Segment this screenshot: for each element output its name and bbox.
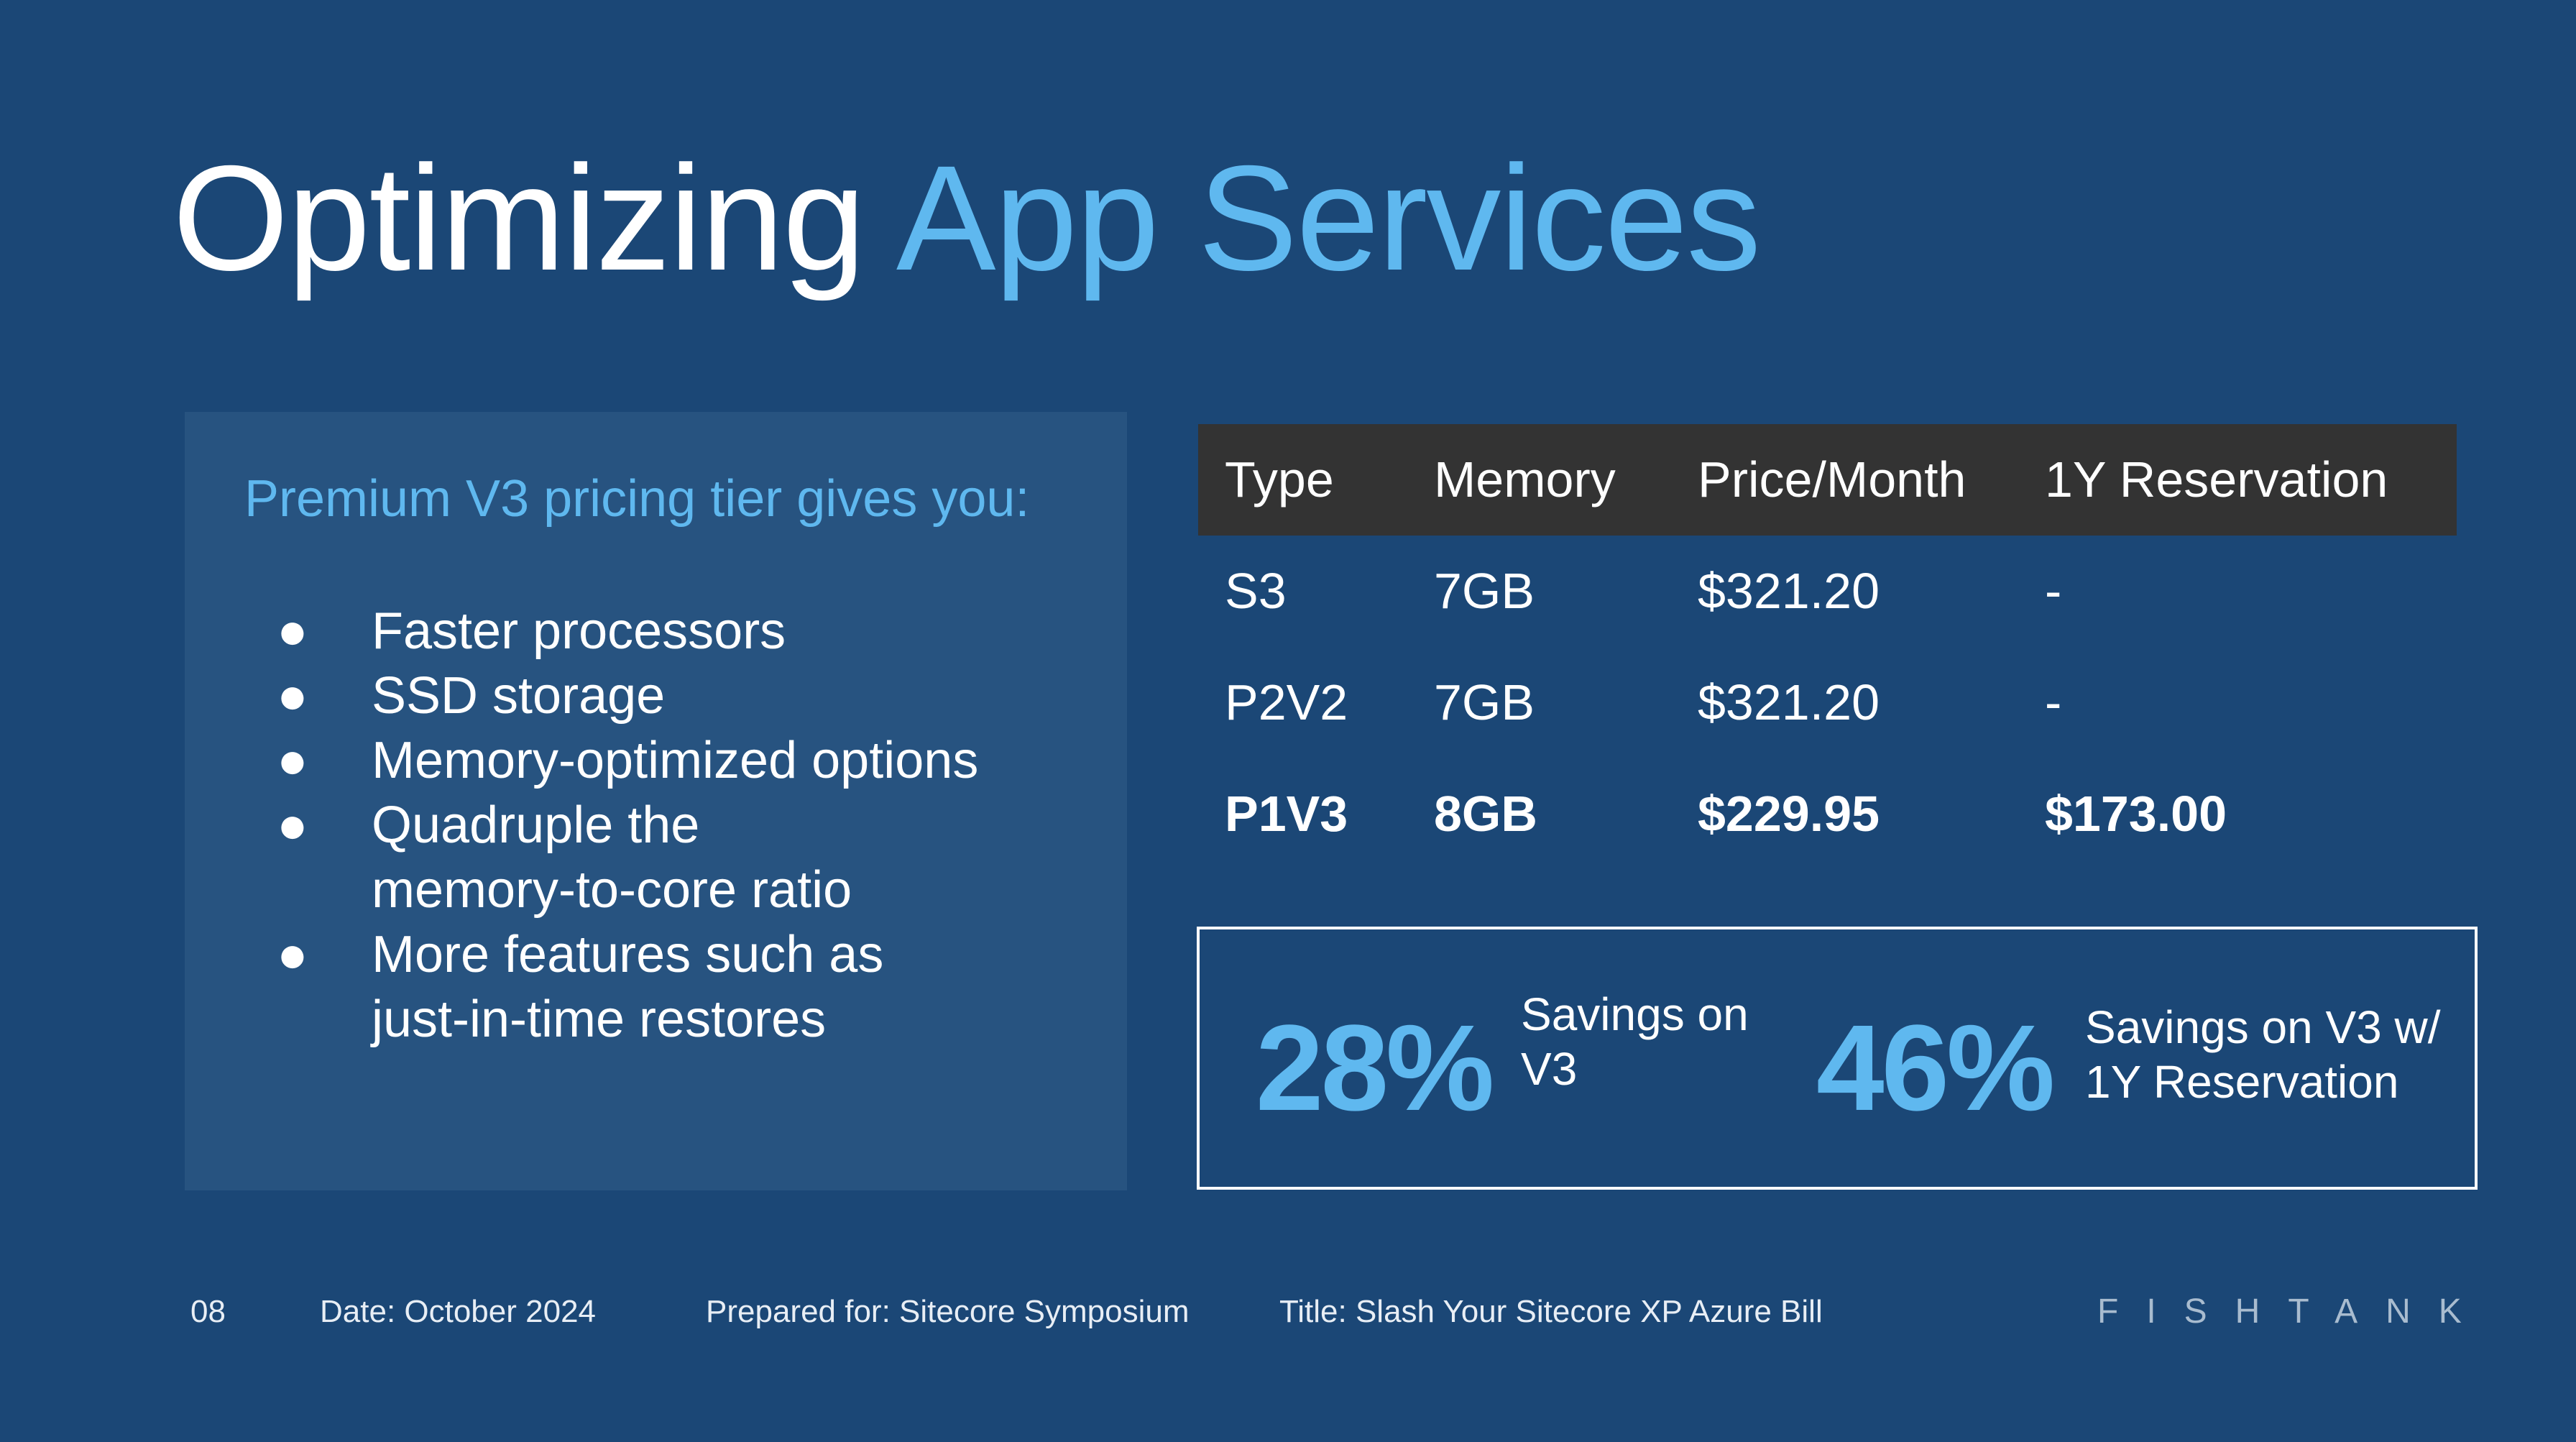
title-main: Optimizing — [172, 135, 866, 302]
bullet-icon: ● — [277, 732, 308, 789]
cell-reservation: $173.00 — [2045, 786, 2227, 842]
slide-title: Optimizing App Services — [172, 135, 1761, 302]
page-number: 08 — [190, 1294, 226, 1329]
bullet-icon: ● — [277, 667, 308, 725]
footer-date: Date: October 2024 — [320, 1294, 597, 1329]
header-memory: Memory — [1434, 451, 1616, 508]
cell-memory: 7GB — [1434, 563, 1535, 619]
table-row: S3 7GB $321.20 - — [1198, 536, 2457, 647]
list-item: ● More features such as just-in-time res… — [271, 922, 918, 1052]
list-item-text: Faster processors — [372, 602, 786, 660]
header-reservation: 1Y Reservation — [2045, 451, 2388, 508]
header-price: Price/Month — [1698, 451, 1966, 508]
features-panel: Premium V3 pricing tier gives you: ● Fas… — [185, 412, 1127, 1190]
cell-type: P2V2 — [1225, 674, 1348, 730]
savings-label-v3: Savings on V3 — [1521, 988, 1749, 1095]
cell-price: $229.95 — [1698, 786, 1880, 842]
savings-percent-reservation: 46% — [1816, 1000, 2055, 1136]
savings-percent-v3: 28% — [1256, 1000, 1494, 1136]
table-row: P2V2 7GB $321.20 - — [1198, 647, 2457, 758]
cell-reservation: - — [2045, 563, 2062, 619]
table-header-row: Type Memory Price/Month 1Y Reservation — [1198, 424, 2457, 536]
bullet-icon: ● — [277, 926, 308, 983]
footer-title: Title: Slash Your Sitecore XP Azure Bill — [1279, 1294, 1823, 1329]
footer-prepared-for: Prepared for: Sitecore Symposium — [706, 1294, 1190, 1329]
cell-type: S3 — [1225, 563, 1287, 619]
pricing-table: Type Memory Price/Month 1Y Reservation S… — [1198, 424, 2457, 870]
savings-box: 28% Savings on V3 46% Savings on V3 w/ 1… — [1197, 927, 2478, 1190]
cell-price: $321.20 — [1698, 674, 1880, 730]
cell-price: $321.20 — [1698, 563, 1880, 619]
bullet-icon: ● — [277, 602, 308, 660]
table-row-highlight: P1V3 8GB $229.95 $173.00 — [1198, 758, 2457, 870]
fishtank-logo: FISHTANK — [2097, 1292, 2490, 1331]
savings-label-reservation: Savings on V3 w/ 1Y Reservation — [2085, 1001, 2441, 1108]
cell-reservation: - — [2045, 674, 2062, 730]
feature-list: ● Faster processors ● SSD storage ● Memo… — [271, 599, 1018, 1052]
list-item: ● Quadruple the memory-to-core ratio — [271, 793, 918, 922]
list-item: ● Faster processors — [271, 599, 1018, 663]
list-item-text: More features such as just-in-time resto… — [372, 926, 884, 1048]
list-item-text: SSD storage — [372, 667, 666, 725]
panel-heading: Premium V3 pricing tier gives you: — [244, 470, 1030, 528]
list-item: ● Memory-optimized options — [271, 728, 1018, 793]
list-item: ● SSD storage — [271, 663, 1018, 728]
cell-memory: 7GB — [1434, 674, 1535, 730]
list-item-text: Memory-optimized options — [372, 732, 979, 789]
cell-memory: 8GB — [1434, 786, 1537, 842]
title-accent: App Services — [896, 135, 1761, 302]
header-type: Type — [1225, 451, 1334, 508]
cell-type: P1V3 — [1225, 786, 1348, 842]
list-item-text: Quadruple the memory-to-core ratio — [372, 796, 852, 919]
bullet-icon: ● — [277, 796, 308, 854]
